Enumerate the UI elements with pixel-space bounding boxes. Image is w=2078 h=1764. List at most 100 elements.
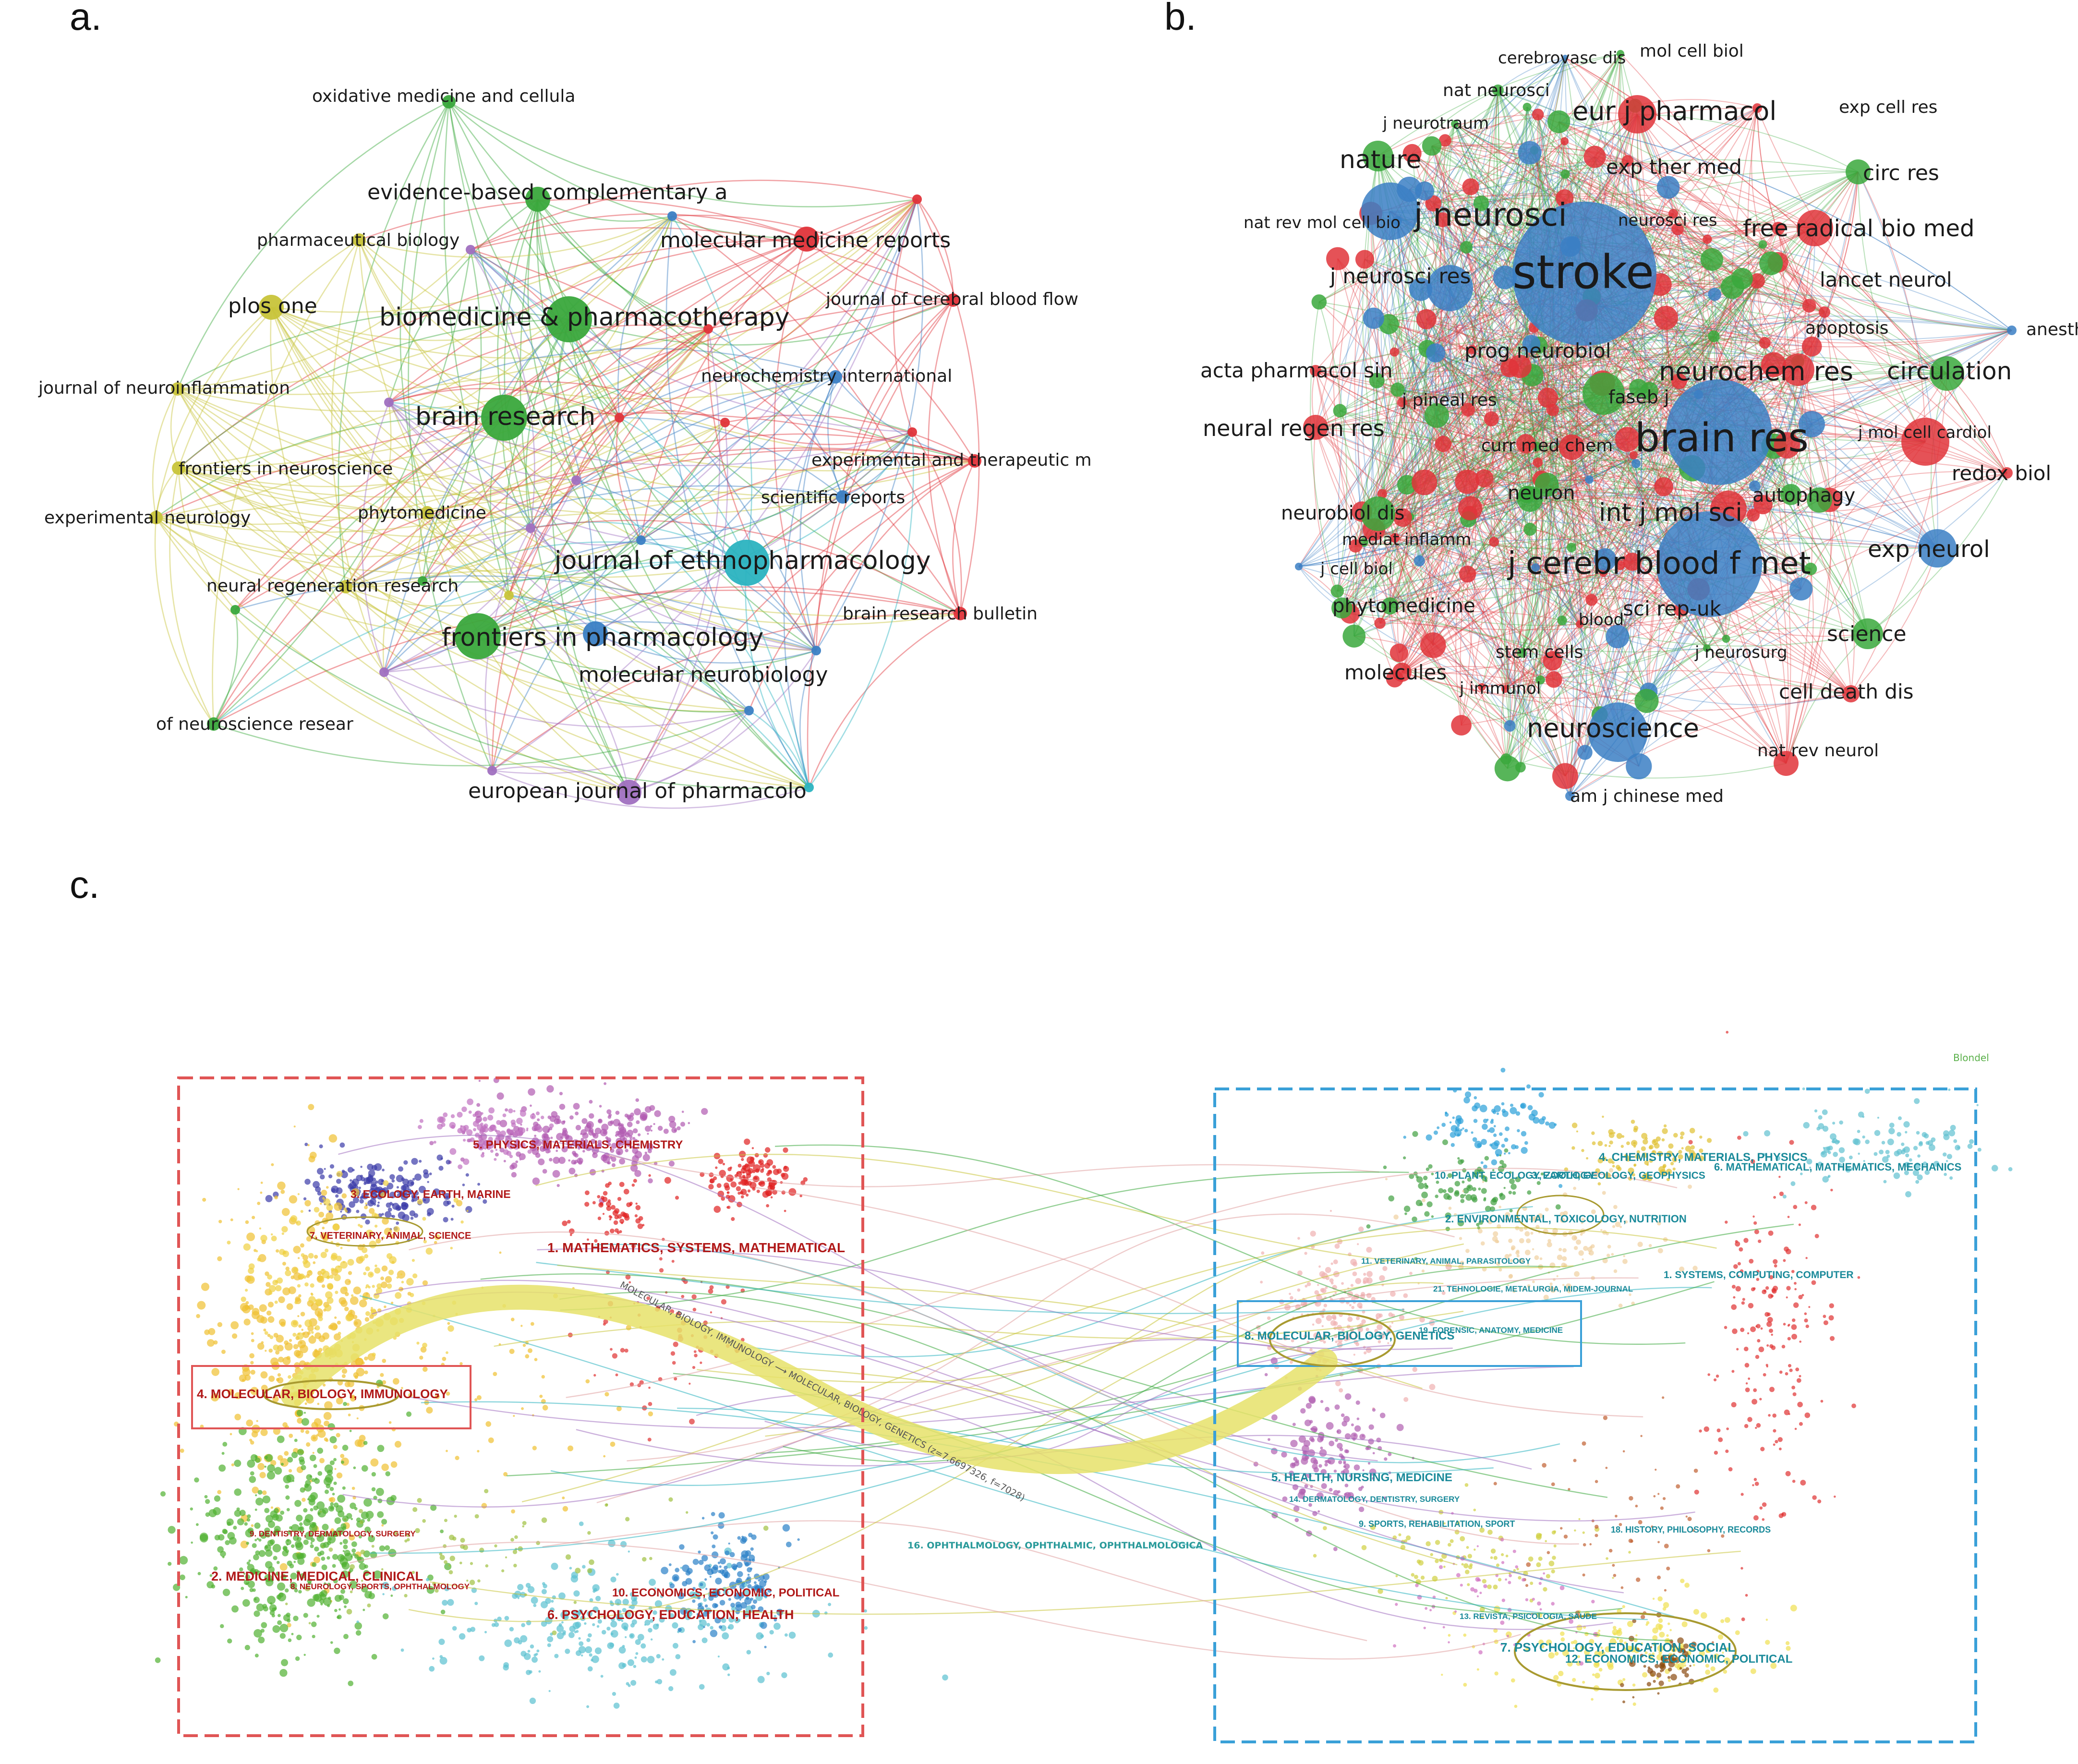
map-dot [1387,1342,1389,1344]
map-dot [301,1418,309,1426]
map-dot [334,1647,340,1655]
panel-b-link [1431,112,1638,146]
panel-a-link [477,432,913,637]
map-dot [1335,1380,1341,1387]
panel-b-node [1349,539,1362,553]
map-dot [707,1569,713,1575]
map-dot [588,1633,592,1638]
map-dot [783,1166,789,1172]
map-dot [1309,1397,1316,1404]
map-dot [277,1181,286,1190]
panel-b-link [1373,318,1710,565]
panel-b-link [1410,107,1528,518]
map-dot [269,1335,274,1340]
panel-b-link [1389,605,1707,652]
panel-b-node-label: neural regen res [1203,415,1385,441]
map-dot [553,1157,560,1164]
panel-b-link [1420,57,1566,290]
map-dot [375,1224,378,1228]
map-dot [523,1653,531,1660]
map-dot [650,1125,652,1128]
panel-b-link [1713,336,1868,634]
map-dot [781,1672,787,1679]
map-dot [1472,1105,1478,1112]
panel-b-link [1552,410,1787,764]
map-dot [269,1610,275,1616]
panel-b-link [1537,462,1578,797]
map-dot [728,1624,734,1630]
panel-a-node [703,324,713,334]
panel-b-node-label: j neurotraum [1382,114,1489,133]
map-dot [584,1202,590,1207]
map-dot [374,1267,381,1274]
map-dot [496,1120,501,1125]
map-dot [710,1630,718,1637]
panel-b-link [1298,141,1565,567]
panel-b-link [1472,57,1566,350]
map-dot [530,1322,534,1326]
map-dot [1641,1146,1646,1151]
map-dot [603,1191,608,1196]
panel-b-node-label: neurosci res [1618,211,1717,230]
map-dot [1493,1133,1497,1137]
map-dot [1699,1136,1703,1139]
panel-b-link [1627,160,1812,569]
map-dot [484,1489,489,1494]
map-dot [515,1160,519,1163]
map-dot [365,1202,367,1205]
panel-b-link [1470,393,1604,509]
panel-b-link [1410,174,1566,518]
map-dot [1903,1121,1910,1128]
panel-b-node [1560,169,1570,179]
map-dot [427,1181,429,1184]
panel-a-link [156,422,725,533]
panel-b-link [1402,367,1510,518]
panel-b-link [1389,263,1772,606]
panel-b-node [1543,651,1562,671]
map-dot [1480,1161,1484,1164]
map-dot [1901,1142,1905,1146]
panel-b-link [1425,156,1595,192]
panel-b-node [1588,702,1648,762]
map-dot [1404,1212,1407,1215]
panel-a-link [470,227,954,301]
map-dot [1690,1145,1695,1150]
panel-b-link [1618,171,1859,733]
panel-b-link [1394,439,1628,538]
map-dot [257,1463,265,1470]
map-dot [538,1158,545,1165]
panel-b-link [1401,671,1787,764]
map-dot [197,1571,201,1575]
panel-b-node-label: circ res [1863,161,1939,185]
panel-a-link [359,198,807,241]
panel-b-link [1454,123,1815,229]
panel-b-link [1858,171,1938,549]
map-dot [343,1598,349,1605]
map-dot [485,1421,492,1427]
panel-b-link [1340,352,1947,411]
panel-b-link [1353,375,1533,637]
map-dot [251,1431,258,1438]
map-dot [1312,1323,1315,1326]
panel-a-link [388,238,807,403]
map-dot [670,1351,676,1356]
panel-c-letter: c. [70,863,99,906]
map-dot [1429,1384,1436,1390]
panel-b-link [1493,542,1516,769]
map-dot [633,1665,637,1668]
map-dot [599,1105,602,1108]
map-dot [348,1271,352,1275]
map-dot [1913,1146,1918,1150]
panel-a-link [745,562,810,788]
panel-b-link [1339,220,1398,411]
map-dot [555,1115,560,1120]
panel-b-node [1455,470,1479,494]
panel-b-node [1583,145,1606,168]
map-dot [554,1654,559,1658]
map-dot [1864,1088,1870,1094]
map-dot [504,1616,509,1621]
panel-b-node [1393,508,1412,527]
map-dot [211,1368,219,1376]
map-dot [525,1354,530,1359]
map-dot [1297,1288,1301,1292]
